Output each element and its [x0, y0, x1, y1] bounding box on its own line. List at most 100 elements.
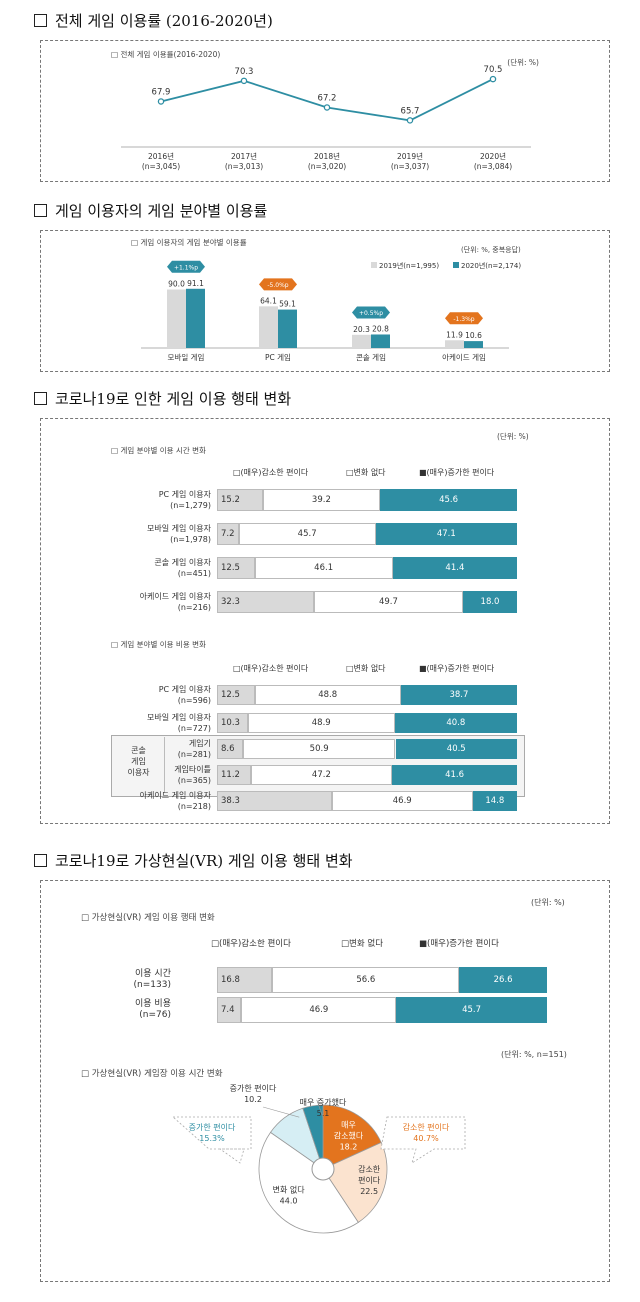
- bar-2019: [352, 334, 371, 348]
- legend-decrease: □(매우)감소한 편이다: [233, 664, 309, 673]
- bar-2019: [445, 340, 464, 348]
- category-label: 아케이드 게임: [442, 352, 486, 362]
- segment-no-change: 48.9: [247, 713, 395, 733]
- data-point: [157, 98, 165, 105]
- row-label-name: 게임타이틀: [174, 765, 211, 774]
- row-label-n: (n=727): [177, 724, 211, 733]
- x-tick-n: (n=3,084): [474, 162, 512, 171]
- callout-decrease: 감소한 편이다 40.7%: [403, 1122, 450, 1143]
- legend-decrease: □(매우)감소한 편이다: [211, 939, 291, 949]
- x-tick-label: 2016년: [148, 151, 174, 161]
- bar-value-label: 20.8: [372, 324, 389, 333]
- pie-label-very-increase: 매우 증가했다 5.1: [300, 1097, 347, 1118]
- pie-slice: [302, 1104, 324, 1170]
- pie-label-increase: 증가한 편이다 10.2: [230, 1083, 277, 1104]
- segment-decrease: 32.3: [217, 591, 314, 613]
- legend-increase: ■(매우)증가한 편이다: [419, 939, 499, 949]
- pie-label-line: 44.0: [280, 1197, 298, 1206]
- row-label-name: 이용 시간: [135, 969, 171, 979]
- leader-line: [316, 1099, 324, 1118]
- bar-value-label: 10.6: [465, 331, 482, 340]
- vr-change-chart-frame: (단위: %) □ 가상현실(VR) 게임 이용 행태 변화 □(매우)감소한 …: [40, 880, 610, 1282]
- bar-2020: [186, 288, 205, 348]
- segment-no-change: 50.9: [242, 739, 396, 759]
- row-label: 모바일 게임 이용자 (n=727): [101, 712, 211, 734]
- row-label-n: (n=1,978): [170, 535, 211, 544]
- segment-no-change: 46.9: [241, 997, 397, 1023]
- pie-label-line: 편이다: [358, 1175, 381, 1185]
- row-label: PC 게임 이용자 (n=1,279): [101, 489, 211, 511]
- row-label-n: (n=133): [133, 980, 171, 990]
- chart-subtitle-time: □ 게임 분야별 이용 시간 변화: [111, 446, 206, 455]
- legend-increase: ■(매우)증가한 편이다: [419, 468, 495, 477]
- row-label-n: (n=596): [177, 696, 211, 705]
- section-title-overall-usage: 전체 게임 이용률 (2016-2020년): [34, 10, 273, 31]
- data-point: [323, 104, 331, 111]
- row-label: PC 게임 이용자 (n=596): [101, 684, 211, 706]
- checkbox-bullet-icon: [34, 854, 47, 867]
- segment-decrease: 15.2: [217, 489, 263, 511]
- console-group-label: 콘솔 게임 이용자: [113, 737, 165, 793]
- x-tick-label: 2017년: [231, 151, 257, 161]
- bar-chart: 90.0 91.1 +1.1%p 모바일 게임 64.1 59.1 -5.0%p PC 게임 2…: [141, 260, 509, 362]
- row-label: 게임기 (n=281): [101, 738, 211, 760]
- diff-badge: [167, 260, 205, 273]
- segment-no-change: 48.8: [254, 685, 401, 705]
- callout-increase-box: [171, 1116, 252, 1164]
- pie-label-very-decrease: 매우 감소했다 18.2: [334, 1121, 364, 1152]
- bar-2020: [371, 334, 390, 348]
- x-tick-label: 2019년: [397, 151, 423, 161]
- bar-2019: [167, 289, 186, 348]
- segment-increase: 18.0: [463, 591, 517, 613]
- row-label: 아케이드 게임 이용자 (n=216): [101, 591, 211, 613]
- row-label: 이용 시간 (n=133): [61, 969, 171, 991]
- chart-unit: (단위: %): [531, 898, 565, 907]
- row-label-name: 이용 비용: [135, 999, 171, 1009]
- row-label-n: (n=281): [177, 750, 211, 759]
- bar-2020: [464, 341, 483, 348]
- x-tick-n: (n=3,020): [308, 162, 346, 171]
- segment-increase: 38.7: [400, 685, 517, 705]
- bar-value-label: 90.0: [168, 280, 185, 289]
- diff-label: -5.0%p: [267, 282, 288, 289]
- checkbox-bullet-icon: [34, 14, 47, 27]
- data-point: [240, 77, 248, 85]
- pie-label-line: 감소했다: [334, 1131, 364, 1141]
- row-label-n: (n=365): [177, 776, 211, 785]
- segment-increase: 40.5: [395, 739, 517, 759]
- row-label-name: PC 게임 이용자: [158, 490, 211, 499]
- data-label: 65.7: [401, 106, 420, 116]
- diff-badge: [259, 278, 297, 291]
- bar-value-label: 11.9: [446, 330, 463, 339]
- segment-increase: 47.1: [375, 523, 517, 545]
- legend-no-change: □변화 없다: [341, 939, 384, 949]
- section-title-vr-change: 코로나19로 가상현실(VR) 게임 이용 행태 변화: [34, 850, 353, 871]
- pie-label-line: 감소한: [358, 1164, 381, 1174]
- row-label: 아케이드 게임 이용자 (n=218): [101, 790, 211, 812]
- data-label: 70.3: [235, 67, 254, 77]
- segment-no-change: 46.9: [331, 791, 473, 811]
- data-point: [406, 117, 414, 124]
- segment-no-change: 47.2: [250, 765, 393, 785]
- segment-increase: 45.7: [396, 997, 547, 1023]
- segment-increase: 14.8: [472, 791, 517, 811]
- leader-line: [262, 1106, 300, 1118]
- overall-usage-chart-frame: □ 전체 게임 이용률(2016-2020) (단위: %) 67.9 2016년…: [40, 40, 610, 182]
- bar-2020: [278, 309, 297, 348]
- segment-increase: 41.6: [392, 765, 517, 785]
- pie-label-line: 증가한 편이다: [230, 1083, 277, 1093]
- chart-unit: (단위: %): [497, 432, 529, 441]
- row-label-n: (n=218): [177, 802, 211, 811]
- section-title-genre-usage: 게임 이용자의 게임 분야별 이용률: [34, 200, 267, 221]
- row-label-name: 콘솔 게임 이용자: [154, 558, 211, 567]
- row-label-name: 모바일 게임 이용자: [147, 713, 211, 722]
- row-label: 모바일 게임 이용자 (n=1,978): [101, 523, 211, 545]
- line-chart: 67.9 2016년(n=3,045) 70.3 2017년(n=3,013) 67.2…: [121, 65, 531, 171]
- legend-swatch-teal: [453, 262, 459, 268]
- legend-no-change: □변화 없다: [346, 664, 386, 673]
- x-tick-label: 2018년: [314, 151, 340, 161]
- pie-label-line: 40.7%: [413, 1134, 439, 1143]
- pie-label-line: 매우: [341, 1121, 356, 1130]
- data-point: [489, 75, 497, 83]
- pie-slice: [322, 1104, 382, 1170]
